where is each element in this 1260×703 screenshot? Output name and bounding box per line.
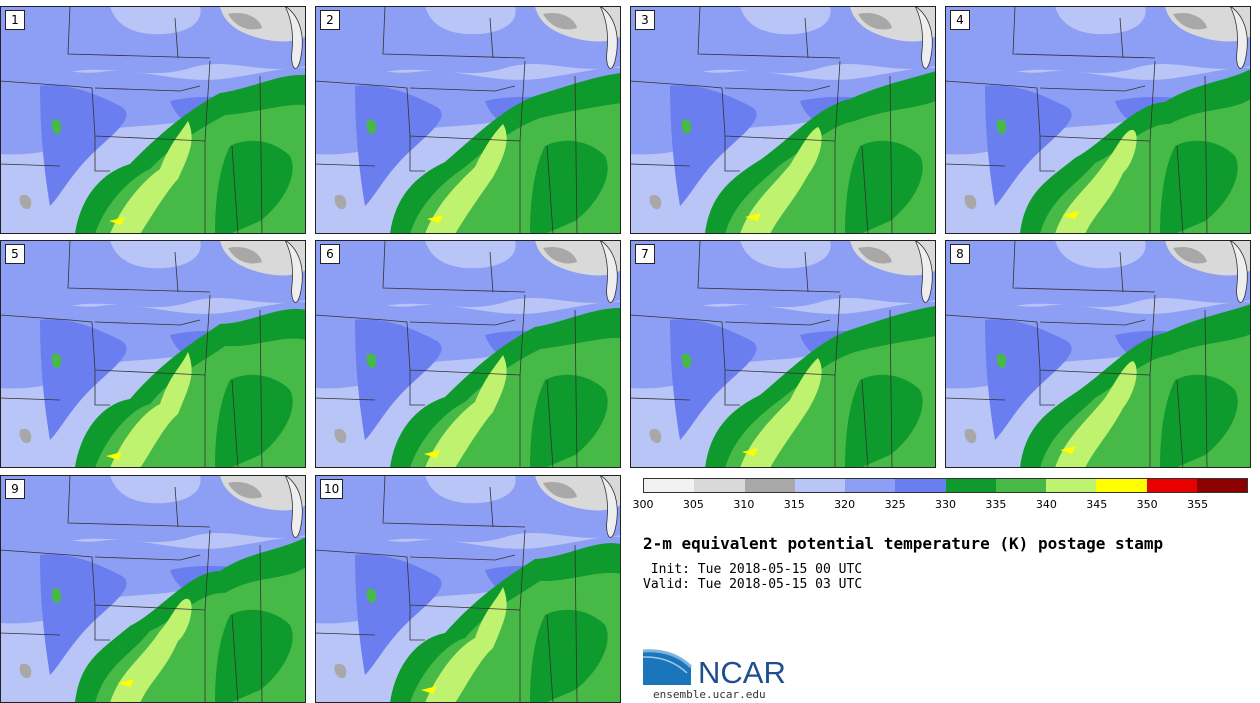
- member-label: 8: [950, 244, 970, 264]
- colorbar: [643, 478, 1248, 493]
- colorbar-swatch: [1096, 479, 1147, 492]
- member-panel: 8: [945, 240, 1251, 468]
- member-panel: 4: [945, 6, 1251, 234]
- member-map: [0, 475, 306, 703]
- member-map: [630, 6, 936, 234]
- colorbar-swatch: [694, 479, 745, 492]
- member-label: 2: [320, 10, 340, 30]
- ensemble-url[interactable]: ensemble.ucar.edu: [653, 688, 766, 701]
- colorbar-tick-label: 315: [783, 498, 805, 511]
- colorbar-tick-label: 320: [834, 498, 856, 511]
- colorbar-swatch: [845, 479, 896, 492]
- colorbar-swatch: [895, 479, 946, 492]
- colorbar-tick-label: 305: [682, 498, 704, 511]
- valid-time: Valid: Tue 2018-05-15 03 UTC: [643, 577, 863, 592]
- member-panel: 6: [315, 240, 621, 468]
- member-label: 7: [635, 244, 655, 264]
- member-label: 1: [5, 10, 25, 30]
- colorbar-tick-label: 330: [935, 498, 956, 511]
- member-map: [945, 240, 1251, 468]
- colorbar-swatch: [644, 479, 695, 492]
- colorbar-swatch: [1146, 479, 1197, 492]
- member-map: [315, 6, 621, 234]
- logo-text: NCAR: [698, 655, 786, 690]
- colorbar-tick-label: 340: [1035, 498, 1057, 511]
- member-map: [315, 240, 621, 468]
- member-map: [945, 6, 1251, 234]
- member-panel: 3: [630, 6, 936, 234]
- member-label: 6: [320, 244, 340, 264]
- colorbar-tick-label: 345: [1086, 498, 1108, 511]
- colorbar-swatch: [1046, 479, 1097, 492]
- colorbar-tick-label: 325: [884, 498, 906, 511]
- colorbar-swatch: [744, 479, 795, 492]
- member-panel: 2: [315, 6, 621, 234]
- init-time: Init: Tue 2018-05-15 00 UTC: [643, 562, 863, 577]
- member-panel: 9: [0, 475, 306, 703]
- member-map: [630, 240, 936, 468]
- colorbar-tick-label: 335: [985, 498, 1007, 511]
- member-label: 9: [5, 479, 25, 499]
- colorbar-tick-label: 350: [1136, 498, 1158, 511]
- colorbar-swatch: [995, 479, 1046, 492]
- colorbar-tick-label: 310: [733, 498, 755, 511]
- member-panel: 1: [0, 6, 306, 234]
- member-label: 4: [950, 10, 970, 30]
- member-map: [0, 240, 306, 468]
- member-map: [315, 475, 621, 703]
- colorbar-swatch: [1196, 479, 1247, 492]
- colorbar-swatch: [794, 479, 845, 492]
- ncar-logo-icon: [643, 649, 693, 685]
- member-label: 3: [635, 10, 655, 30]
- colorbar-swatch: [945, 479, 996, 492]
- member-panel: 7: [630, 240, 936, 468]
- colorbar-tick-label: 300: [632, 498, 654, 511]
- member-label: 10: [320, 479, 344, 499]
- colorbar-tick-label: 355: [1187, 498, 1209, 511]
- member-panel: 5: [0, 240, 306, 468]
- member-map: [0, 6, 306, 234]
- figure-title: 2-m equivalent potential temperature (K)…: [643, 534, 1164, 553]
- member-label: 5: [5, 244, 25, 264]
- member-panel: 10: [315, 475, 621, 703]
